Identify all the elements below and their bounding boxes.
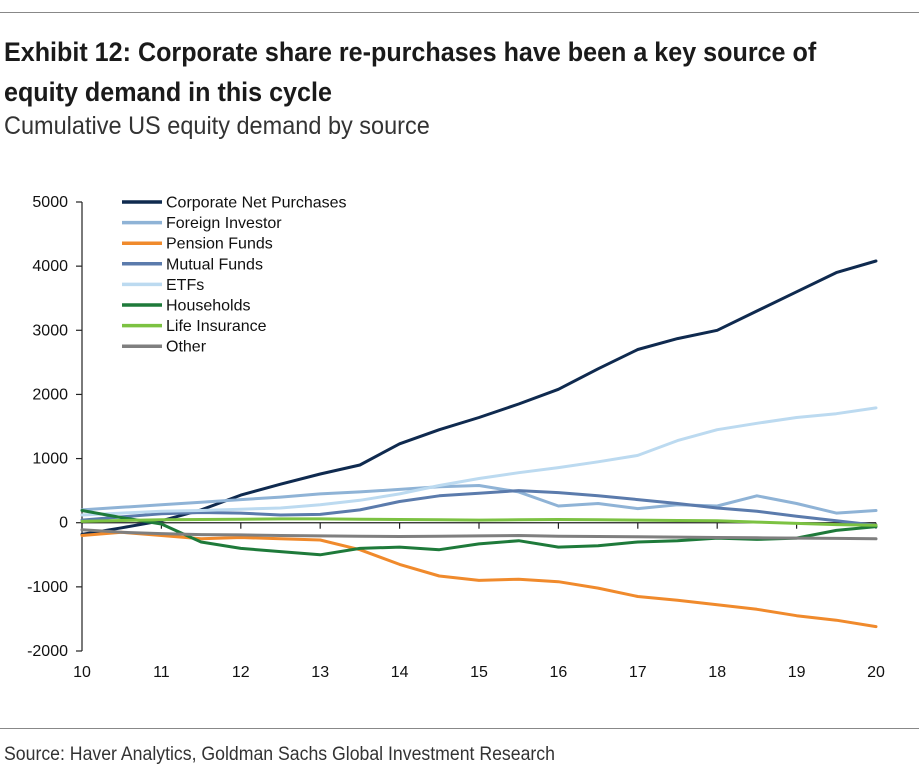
line-chart: 5000 4000 3000 2000 1000 0 -1000 -2000 10 11 12 13 1…: [27, 194, 885, 681]
x-tick-label: 15: [470, 664, 488, 681]
legend-label-households: Households: [166, 298, 251, 315]
source-note: Source: Haver Analytics, Goldman Sachs G…: [4, 744, 555, 765]
series-line-corporate-net-purchases: [80, 259, 878, 536]
y-tick-label: 0: [59, 515, 68, 532]
x-tick-label: 12: [232, 664, 250, 681]
x-tick-label: 17: [629, 664, 647, 681]
series-line-mutual-funds: [80, 489, 878, 527]
y-tick-label: 5000: [32, 194, 68, 211]
y-tick-label: -1000: [27, 579, 68, 596]
top-divider: [0, 12, 919, 13]
legend-label-foreign-investor: Foreign Investor: [166, 215, 282, 232]
series-line-other: [80, 528, 878, 541]
chart-subtitle: Cumulative US equity demand by source: [4, 112, 430, 140]
y-tick-label: 1000: [32, 451, 68, 468]
x-tick-label: 14: [391, 664, 409, 681]
bottom-divider: [0, 728, 919, 729]
y-tick-label: -2000: [27, 643, 68, 660]
series-line-etfs: [80, 406, 878, 517]
y-tick-label: 4000: [32, 258, 68, 275]
chart-legend: Corporate Net Purchases Foreign Investor P…: [122, 195, 347, 356]
x-tick-label: 11: [153, 664, 170, 681]
x-tick-label: 20: [867, 664, 885, 681]
y-tick-label: 3000: [32, 322, 68, 339]
x-tick-label: 10: [73, 664, 91, 681]
legend-label-mutual-funds: Mutual Funds: [166, 256, 263, 273]
y-tick-label: 2000: [32, 386, 68, 403]
legend-label-life-insurance: Life Insurance: [166, 318, 267, 335]
series-line-foreign-investor: [80, 484, 878, 515]
x-tick-label: 19: [788, 664, 806, 681]
series-line-life-insurance: [80, 517, 878, 527]
x-tick-label: 18: [708, 664, 726, 681]
legend-label-etfs: ETFs: [166, 277, 204, 294]
x-tick-label: 16: [550, 664, 568, 681]
series-line-households: [80, 509, 878, 557]
legend-label-pension-funds: Pension Funds: [166, 236, 273, 253]
legend-label-other: Other: [166, 339, 207, 356]
legend-label-corporate-net-purchases: Corporate Net Purchases: [166, 195, 347, 212]
chart-axes: 5000 4000 3000 2000 1000 0 -1000 -2000 10 11 12 13 1…: [27, 194, 885, 681]
series-line-pension-funds: [80, 530, 878, 629]
x-tick-label: 13: [311, 664, 329, 681]
chart-title: Exhibit 12: Corporate share re-purchases…: [4, 37, 817, 107]
chart-series: [80, 259, 878, 629]
